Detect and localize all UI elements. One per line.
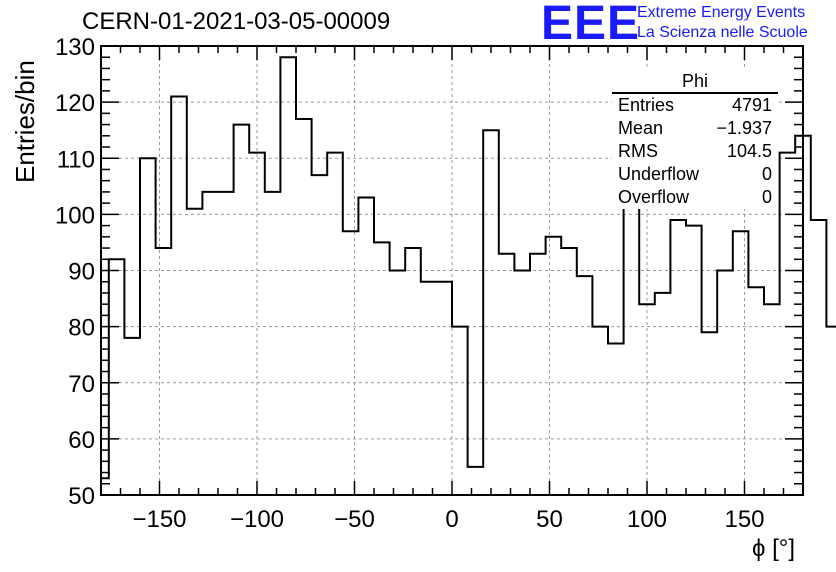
stats-row-mean: Mean −1.937	[612, 117, 778, 140]
histogram-bin	[171, 97, 187, 495]
histogram-bin	[436, 282, 452, 495]
stats-row-overflow: Overflow 0	[612, 186, 778, 209]
y-tick-label: 90	[68, 259, 95, 286]
histogram-bin	[343, 231, 359, 495]
histogram-bin	[234, 125, 250, 495]
histogram-bin	[780, 153, 796, 495]
histogram-bin	[280, 57, 296, 495]
histogram-bin	[265, 192, 281, 495]
histogram-bin	[592, 327, 608, 495]
histogram-bin	[312, 175, 328, 495]
histogram-bin	[530, 254, 546, 495]
stats-row-underflow: Underflow 0	[612, 163, 778, 186]
y-tick-label: 110	[57, 146, 95, 173]
histogram-bin	[686, 226, 702, 495]
histogram-bin	[577, 276, 593, 495]
x-tick-label: −150	[132, 506, 186, 533]
stats-title: Phi	[612, 70, 778, 94]
chart-title: CERN-01-2021-03-05-00009	[82, 8, 391, 35]
stats-value: 4791	[731, 95, 772, 115]
stats-label: RMS	[618, 141, 658, 161]
histogram-bin	[655, 293, 671, 495]
histogram-bin	[733, 231, 749, 495]
stats-label: Underflow	[618, 164, 700, 184]
y-tick-label: 130	[55, 34, 95, 61]
histogram-bin	[483, 130, 499, 495]
histogram-bin	[717, 271, 733, 496]
histogram-bin	[374, 242, 390, 495]
histogram-bin	[218, 192, 234, 495]
stats-value: −1.937	[716, 118, 772, 138]
stats-row-entries: Entries 4791	[612, 94, 778, 117]
stats-label: Entries	[618, 95, 675, 115]
stats-label: Mean	[618, 118, 664, 138]
histogram-bin	[296, 119, 312, 495]
x-tick-label: 50	[536, 506, 563, 533]
histogram-bin	[764, 304, 780, 495]
stats-label: Overflow	[618, 187, 690, 207]
y-tick-label: 70	[68, 371, 95, 398]
histogram-bin	[249, 153, 265, 495]
x-tick-label: 100	[627, 506, 667, 533]
histogram-bin	[561, 248, 577, 495]
stats-value: 0	[761, 164, 772, 184]
x-tick-label: 0	[445, 506, 458, 533]
histogram-bin	[140, 158, 156, 495]
histogram-bin	[624, 203, 640, 495]
histogram-bin	[546, 237, 562, 495]
eee-logo: EEE	[541, 0, 641, 50]
histogram-bin	[811, 220, 827, 495]
logo-line-2: La Scienza nelle Scuole	[637, 24, 808, 41]
x-tick-label: 150	[724, 506, 764, 533]
histogram-bin	[452, 327, 468, 495]
y-tick-label: 50	[68, 483, 95, 510]
stats-box: Phi Entries 4791 Mean −1.937 RMS 104.5 U…	[612, 70, 778, 209]
stats-value: 0	[761, 187, 772, 207]
y-axis-label: Entries/bin	[10, 60, 40, 183]
histogram-bin	[124, 338, 140, 495]
histogram-bin	[202, 192, 218, 495]
histogram-bin	[608, 343, 624, 495]
histogram-bin	[421, 282, 437, 495]
y-axis: 50 60 70 80 90 100 110 120 130	[55, 34, 803, 510]
histogram-bin	[748, 287, 764, 495]
x-axis-label: ϕ [°]	[752, 535, 796, 562]
stats-value: 104.5	[726, 141, 772, 161]
logo-line-1: Extreme Energy Events	[637, 4, 806, 21]
y-tick-label: 100	[55, 202, 95, 229]
histogram-bin	[499, 254, 515, 495]
histogram-bin	[327, 153, 343, 495]
histogram-bin	[156, 248, 172, 495]
x-axis: −150 −100 −50 0 50 100 150	[100, 46, 804, 533]
histogram-bin	[109, 259, 125, 495]
stats-row-rms: RMS 104.5	[612, 140, 778, 163]
histogram-bin	[358, 198, 374, 495]
x-tick-label: −100	[230, 506, 284, 533]
y-tick-label: 60	[68, 427, 95, 454]
histogram-bin	[390, 271, 406, 496]
histogram-line	[100, 56, 836, 495]
histogram-bin	[702, 332, 718, 495]
y-tick-label: 120	[55, 90, 95, 117]
histogram-bin	[826, 327, 836, 495]
histogram-bin	[405, 248, 421, 495]
histogram-bin	[639, 304, 655, 495]
x-tick-label: −50	[334, 506, 375, 533]
histogram-bin	[468, 467, 484, 495]
histogram-bin	[514, 271, 530, 496]
histogram-bin	[187, 209, 203, 495]
histogram-bin	[670, 220, 686, 495]
y-tick-label: 80	[68, 315, 95, 342]
histogram-series	[100, 56, 836, 496]
